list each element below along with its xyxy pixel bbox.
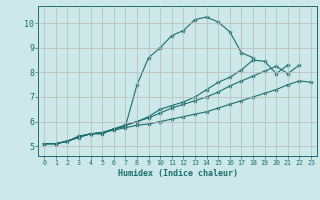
X-axis label: Humidex (Indice chaleur): Humidex (Indice chaleur) xyxy=(118,169,238,178)
